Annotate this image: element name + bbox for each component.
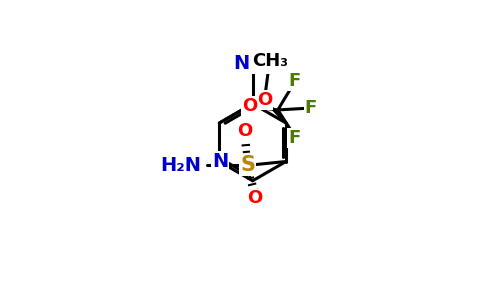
Text: H₂N: H₂N	[160, 156, 201, 175]
Text: F: F	[288, 129, 300, 147]
Text: CH₃: CH₃	[252, 52, 288, 70]
Text: F: F	[288, 72, 300, 90]
Text: N: N	[212, 152, 228, 171]
Text: S: S	[240, 155, 255, 176]
Text: O: O	[238, 122, 253, 140]
Text: NH₂: NH₂	[233, 54, 274, 73]
Text: F: F	[305, 99, 317, 117]
Text: O: O	[248, 190, 263, 208]
Text: O: O	[257, 91, 272, 109]
Text: O: O	[242, 97, 257, 115]
